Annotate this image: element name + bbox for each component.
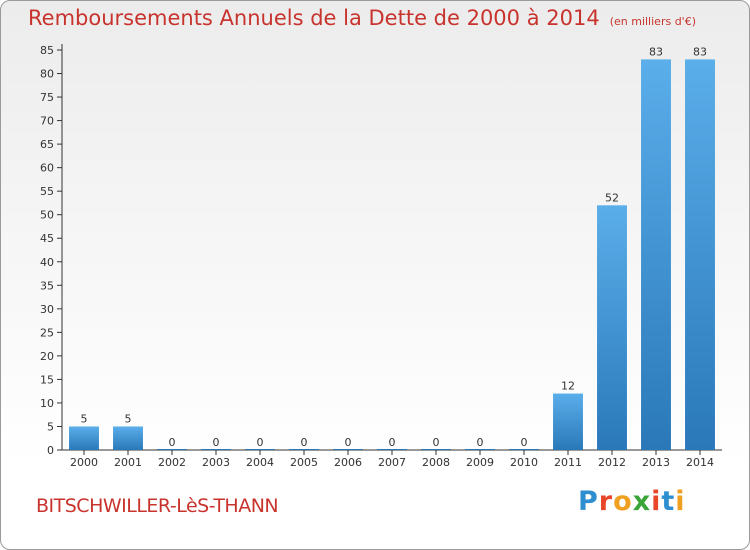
data-label: 0 (257, 436, 264, 449)
y-tick-label: 65 (40, 138, 54, 151)
x-tick-label: 2008 (422, 456, 450, 469)
y-tick-label: 60 (40, 162, 54, 175)
bar (157, 449, 187, 450)
x-tick-label: 2013 (642, 456, 670, 469)
logo-letter: x (632, 486, 652, 517)
y-tick-label: 10 (40, 397, 54, 410)
data-label: 5 (125, 412, 132, 425)
data-label: 0 (521, 436, 528, 449)
x-tick-label: 2002 (158, 456, 186, 469)
chart-unit: (en milliers d'€) (609, 15, 696, 28)
y-tick-label: 50 (40, 209, 54, 222)
data-label: 83 (693, 45, 707, 58)
bar (377, 449, 407, 450)
bar (685, 59, 715, 450)
chart-title: Remboursements Annuels de la Dette de 20… (28, 6, 696, 30)
data-label: 12 (561, 380, 575, 393)
x-tick-label: 2005 (290, 456, 318, 469)
logo-letter: i (651, 486, 662, 517)
proxiti-logo[interactable]: Proxiti (578, 486, 686, 517)
x-tick-label: 2003 (202, 456, 230, 469)
x-tick-label: 2014 (686, 456, 714, 469)
data-label: 0 (433, 436, 440, 449)
y-tick-label: 30 (40, 303, 54, 316)
y-tick-label: 85 (40, 44, 54, 57)
y-tick-label: 55 (40, 185, 54, 198)
data-label: 5 (81, 412, 88, 425)
y-tick-label: 20 (40, 350, 54, 363)
bar (597, 205, 627, 450)
x-tick-label: 2001 (114, 456, 142, 469)
data-labels: 5 5 0 0 0 0 0 0 0 0 0 12 52 83 83 (81, 45, 708, 449)
bar (509, 449, 539, 450)
x-tick-label: 2010 (510, 456, 538, 469)
bar (421, 449, 451, 450)
y-tick-label: 45 (40, 232, 54, 245)
y-tick-label: 5 (47, 420, 54, 433)
x-tick-label: 2009 (466, 456, 494, 469)
data-label: 0 (389, 436, 396, 449)
logo-letter: o (613, 486, 633, 517)
data-label: 0 (301, 436, 308, 449)
bars (69, 59, 715, 450)
y-tick-label: 0 (47, 444, 54, 457)
x-tick-label: 2000 (70, 456, 98, 469)
x-tick-label: 2012 (598, 456, 626, 469)
x-tick-label: 2004 (246, 456, 274, 469)
bar (289, 449, 319, 450)
bar (641, 59, 671, 450)
y-tick-label: 40 (40, 256, 54, 269)
y-tick-label: 15 (40, 373, 54, 386)
logo-letter: i (675, 486, 686, 517)
bar (201, 449, 231, 450)
chart-title-text: Remboursements Annuels de la Dette de 20… (28, 6, 600, 30)
data-label: 52 (605, 191, 619, 204)
x-tick-label: 2007 (378, 456, 406, 469)
data-label: 0 (213, 436, 220, 449)
bar (333, 449, 363, 450)
logo-letter: r (598, 486, 614, 517)
y-tick-label: 70 (40, 115, 54, 128)
bar (245, 449, 275, 450)
x-tick-label: 2006 (334, 456, 362, 469)
logo-letter: P (578, 486, 599, 517)
data-label: 83 (649, 45, 663, 58)
bar (69, 426, 99, 450)
bar (553, 393, 583, 450)
data-label: 0 (477, 436, 484, 449)
y-tick-label: 80 (40, 68, 54, 81)
y-tick-label: 35 (40, 279, 54, 292)
commune-name: BITSCHWILLER-LèS-THANN (36, 495, 279, 517)
y-tick-label: 25 (40, 326, 54, 339)
y-axis: 0 5 10 15 20 25 30 35 40 45 50 55 60 65 70 75 80 85 (40, 44, 63, 457)
bar (113, 426, 143, 450)
y-tick-label: 75 (40, 91, 54, 104)
bar (465, 449, 495, 450)
x-tick-label: 2011 (554, 456, 582, 469)
x-axis: 2000 2001 2002 2003 2004 2005 2006 2007 2008 2009… (62, 449, 722, 469)
data-label: 0 (169, 436, 176, 449)
logo-letter: t (661, 486, 676, 517)
data-label: 0 (345, 436, 352, 449)
